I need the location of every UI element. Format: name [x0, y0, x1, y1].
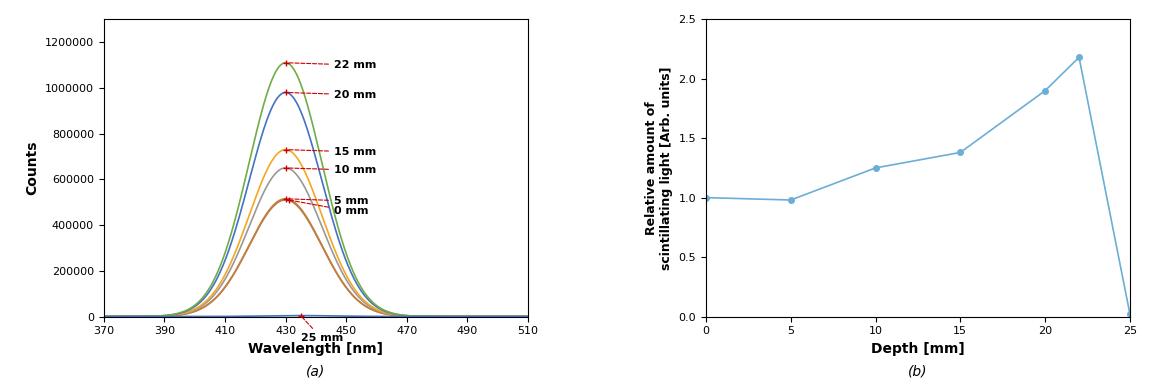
X-axis label: Depth [mm]: Depth [mm] — [871, 342, 965, 356]
Text: 5 mm: 5 mm — [288, 196, 369, 206]
Text: 20 mm: 20 mm — [288, 90, 376, 100]
Text: 10 mm: 10 mm — [288, 165, 376, 175]
Y-axis label: Relative amount of
scintillating light [Arb. units]: Relative amount of scintillating light [… — [645, 66, 673, 270]
Text: 15 mm: 15 mm — [288, 147, 376, 157]
Text: (a): (a) — [307, 364, 325, 378]
Y-axis label: Counts: Counts — [25, 141, 39, 195]
Text: 25 mm: 25 mm — [301, 318, 342, 343]
Text: (b): (b) — [909, 364, 928, 378]
Text: 0 mm: 0 mm — [292, 200, 369, 216]
Text: 22 mm: 22 mm — [288, 60, 376, 70]
X-axis label: Wavelength [nm]: Wavelength [nm] — [248, 342, 383, 356]
